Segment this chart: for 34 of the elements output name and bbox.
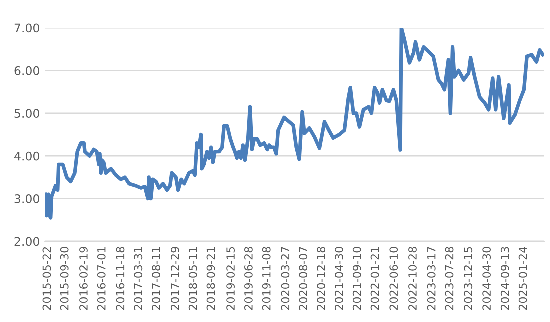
y-tick-label: 7.00 — [14, 24, 40, 33]
x-tick-label: 2020-03-27 — [281, 247, 290, 310]
x-tick-label: 2020-08-07 — [299, 247, 308, 310]
x-tick-label: 2016-02-19 — [80, 247, 88, 310]
x-tick-label: 2017-03-31 — [134, 247, 143, 310]
y-tick-label: 2.00 — [14, 237, 40, 246]
x-tick-label: 2022-01-21 — [370, 247, 380, 310]
x-tick-label: 2024-09-13 — [500, 247, 510, 310]
x-tick-label: 2023-07-28 — [445, 247, 454, 310]
x-tick-label: 2020-12-18 — [317, 247, 326, 310]
x-tick-label: 2016-07-01 — [97, 247, 106, 310]
x-tick-label: 2024-04-30 — [482, 247, 492, 310]
x-tick-label: 2022-10-28 — [408, 247, 417, 310]
x-tick-label: 2025-01-24 — [518, 246, 528, 310]
x-tick-label: 2017-12-29 — [170, 247, 180, 310]
x-tick-label: 2015-09-30 — [60, 247, 69, 310]
x-tick-label: 2019-11-08 — [262, 247, 271, 310]
x-tick-label: 2017-08-11 — [152, 247, 161, 310]
x-tick-label: 2022-06-10 — [390, 247, 398, 310]
x-tick-label: 2019-02-15 — [226, 247, 235, 310]
x-tick-label: 2015-05-22 — [42, 247, 52, 310]
x-tick-label: 2018-05-11 — [188, 247, 198, 310]
y-tick-label: 5.00 — [14, 109, 40, 118]
x-tick-label: 2023-03-17 — [427, 247, 436, 310]
x-tick-label: 2021-04-30 — [335, 247, 344, 310]
y-tick-label: 3.00 — [14, 194, 40, 204]
x-tick-label: 2016-11-18 — [116, 247, 125, 310]
line-series — [45, 28, 544, 220]
x-tick-label: 2021-09-10 — [352, 247, 362, 310]
y-tick-label: 6.00 — [14, 66, 40, 76]
x-tick-label: 2018-09-21 — [206, 247, 216, 310]
y-tick-label: 4.00 — [14, 152, 40, 161]
x-tick-label: 2019-06-28 — [244, 247, 253, 310]
x-tick-label: 2023-12-15 — [464, 247, 473, 310]
